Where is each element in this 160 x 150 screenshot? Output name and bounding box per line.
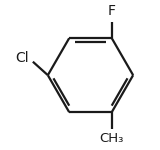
Text: Cl: Cl — [16, 51, 29, 65]
Text: F: F — [108, 4, 116, 18]
Text: CH₃: CH₃ — [100, 132, 124, 145]
